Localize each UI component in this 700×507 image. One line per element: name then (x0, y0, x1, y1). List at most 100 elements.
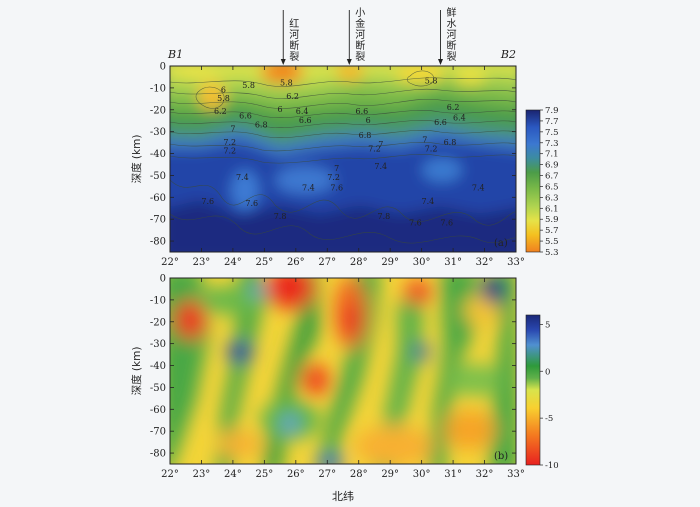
velocity-profile-panel: 5.86.26 6.46.66.66.877.27.265.86.25.86.66… (130, 6, 559, 268)
contour-label: 6 (278, 105, 283, 114)
y-tick-label: 0 (160, 274, 166, 285)
x-tick-label: 25° (255, 469, 273, 480)
y-tick-label: -80 (150, 237, 166, 248)
colorbar (525, 109, 541, 253)
contour-label: 7.4 (236, 173, 249, 182)
y-tick-label: -40 (150, 361, 166, 372)
colorbar-ticks: 7.97.77.57.37.16.96.76.56.36.15.95.75.55… (540, 106, 559, 258)
contour-label: 6.2 (214, 107, 227, 116)
colorbar-tick-label: 6.9 (545, 161, 559, 171)
velocity-field: 5.86.26 6.46.66.66.877.27.265.86.25.86.66… (170, 66, 516, 252)
colorbar-tick-label: 5.5 (545, 237, 559, 247)
colorbar-tick-label: 7.9 (545, 106, 559, 116)
contour-label: 5.8 (242, 81, 255, 90)
x-tick-label: 31° (444, 257, 462, 268)
colorbar-tick-label: 5 (545, 320, 550, 330)
fault-label: 红河断裂 (289, 17, 299, 63)
arrow-head-icon (438, 59, 444, 65)
axes: 22° 23° 24° 25° 26° 27° 28° 29° 30° 31° 32° 33° 0 -10… (150, 62, 525, 269)
contour-label: 6.8 (255, 120, 268, 129)
contour-label: 7 (334, 164, 339, 173)
x-tick-label: 33° (507, 257, 525, 268)
fault-label: 鲜水河断裂 (447, 6, 457, 63)
x-tick-label: 28° (350, 257, 368, 268)
y-tick-label: -30 (150, 127, 166, 138)
contour-label: 5.8 (217, 94, 230, 103)
colorbar-tick-label: -5 (545, 414, 553, 424)
contour-label: 6.2 (286, 92, 299, 101)
colorbar-tick-label: 7.5 (545, 128, 559, 138)
contour-label: 7.4 (422, 197, 435, 206)
contour-label: 6.4 (453, 114, 466, 123)
colorbar-tick-label: 5.9 (545, 215, 559, 225)
x-tick-label: 23° (193, 257, 211, 268)
contour-label: 7.6 (330, 184, 343, 193)
y-tick-label: -10 (150, 83, 166, 94)
profile-start-label: B1 (167, 48, 183, 61)
y-tick-label: -50 (150, 171, 166, 182)
contour-label: 6.8 (359, 131, 372, 140)
contour-label: 7.2 (223, 147, 236, 156)
x-tick-label: 32° (476, 469, 494, 480)
colorbar-tick-label: 6.5 (545, 182, 559, 192)
x-tick-label: 23° (193, 469, 211, 480)
profile-end-label: B2 (500, 48, 516, 61)
colorbar-tick-label: 6.7 (545, 172, 559, 182)
x-tick-label: 30° (413, 257, 431, 268)
anomaly-field (170, 278, 516, 464)
arrow-head-icon (280, 59, 286, 65)
y-axis-title: 深度 (km) (130, 135, 143, 184)
contour-label: 7.8 (378, 212, 391, 221)
axes: 22° 23° 24° 25° 26° 27° 28° 29° 30° 31° 32° 33° 0 -10… (150, 274, 525, 481)
x-tick-label: 24° (224, 469, 242, 480)
colorbar-tick-label: 6.1 (545, 204, 559, 214)
contour-label: 7.2 (223, 138, 236, 147)
anomaly-profile-panel: 22° 23° 24° 25° 26° 27° 28° 29° 30° 31° 32° 33° 0 -10… (130, 274, 559, 504)
contour-label: 7 (378, 140, 383, 149)
contour-labels: 5.86.26 6.46.66.66.877.27.265.86.25.86.66… (201, 77, 484, 228)
colorbar-tick-label: 6.3 (545, 193, 559, 203)
contour-label: 6 (366, 116, 371, 125)
y-tick-label: -70 (150, 215, 166, 226)
x-tick-label: 29° (381, 257, 399, 268)
fault-label: 小金河断裂 (355, 7, 365, 63)
y-tick-label: -60 (150, 405, 166, 416)
x-axis-title: 北纬 (332, 490, 354, 503)
contour-label: 6.6 (434, 118, 447, 127)
contour-label: 6.2 (447, 103, 460, 112)
x-tick-label: 26° (287, 469, 305, 480)
arrow-head-icon (346, 59, 352, 65)
y-tick-label: 0 (160, 62, 166, 73)
y-tick-label: -20 (150, 317, 166, 328)
contour-label: 7.4 (472, 184, 485, 193)
colorbar (525, 314, 541, 466)
colorbar-tick-label: 5.7 (545, 226, 559, 236)
contour-label: 7 (230, 125, 235, 134)
fault-marker: 鲜水河断裂 (438, 6, 457, 65)
y-tick-label: -50 (150, 383, 166, 394)
y-tick-label: -30 (150, 339, 166, 350)
x-tick-label: 27° (318, 469, 336, 480)
colorbar-ticks: 5 0 -5 -10 (540, 320, 559, 471)
x-tick-label: 22° (161, 469, 179, 480)
fault-annotations: 红河断裂 小金河断裂 鲜水河断裂 (280, 6, 457, 65)
x-tick-label: 24° (224, 257, 242, 268)
x-tick-label: 29° (381, 469, 399, 480)
x-tick-label: 30° (413, 469, 431, 480)
colorbar-tick-label: 7.7 (545, 117, 559, 127)
contour-label: 7.6 (409, 219, 422, 228)
colorbar-tick-label: 7.1 (545, 150, 559, 160)
x-tick-label: 25° (255, 257, 273, 268)
contour-label: 7.4 (302, 184, 315, 193)
x-tick-label: 28° (350, 469, 368, 480)
y-axis-title: 深度 (km) (130, 347, 143, 396)
contour-label: 6.6 (239, 112, 252, 121)
y-tick-label: -60 (150, 193, 166, 204)
contour-label: 5.8 (425, 77, 438, 86)
x-tick-label: 22° (161, 257, 179, 268)
contour-label: 7.2 (327, 173, 340, 182)
x-tick-label: 32° (476, 257, 494, 268)
contour-label: 7.2 (425, 144, 438, 153)
contour-label: 6 (221, 85, 226, 94)
x-tick-label: 26° (287, 257, 305, 268)
